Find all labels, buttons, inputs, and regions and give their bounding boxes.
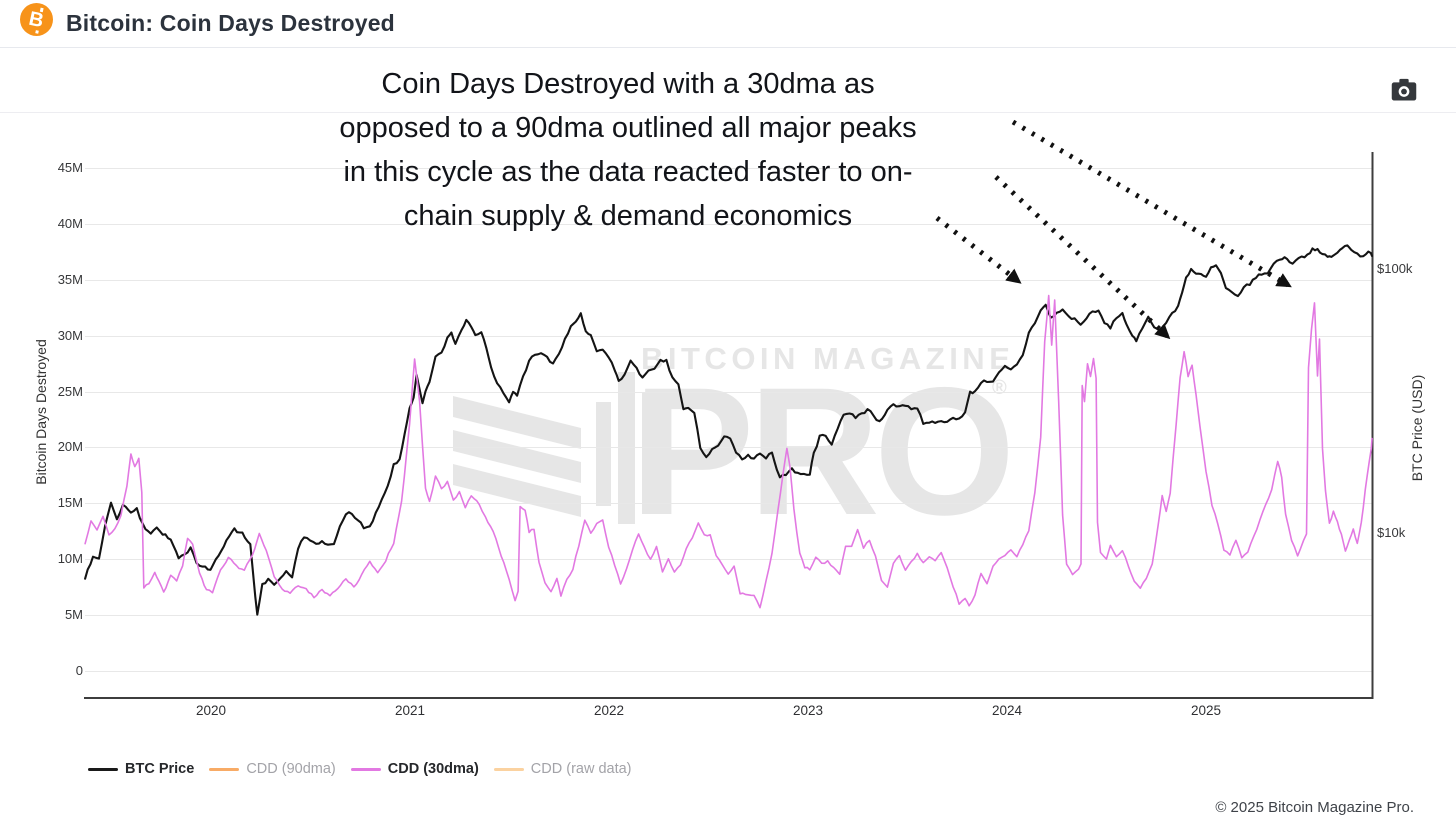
y-axis-tick-label: 35M — [57, 272, 83, 287]
chart-toolbar — [0, 48, 1456, 113]
watermark-pro-text: PRO — [633, 349, 1015, 553]
right-axis-title: BTC Price (USD) — [1409, 374, 1425, 482]
legend-item-cdd-90dma[interactable]: CDD (90dma) — [209, 761, 336, 777]
legend-dash-cdd-90dma — [209, 767, 240, 771]
x-axis-tick-label: 2020 — [195, 703, 227, 718]
y-axis-tick-label: 10M — [57, 551, 83, 566]
watermark-registered-mark: ® — [992, 377, 1007, 399]
annotation-line: chain supply & demand economics — [403, 200, 853, 232]
page-title: Bitcoin: Coin Days Destroyed — [66, 10, 395, 36]
annotation-line: opposed to a 90dma outlined all major pe… — [339, 112, 917, 144]
price-axis-tick-label: $100k — [1377, 261, 1413, 276]
watermark-logo-bar — [642, 392, 657, 514]
x-axis-tick-label: 2023 — [792, 703, 824, 718]
x-axis-tick-label: 2024 — [991, 703, 1023, 718]
annotation-arrow — [1011, 119, 1292, 288]
legend-item-btc-price[interactable]: BTC Price — [88, 761, 194, 777]
legend-label: CDD (90dma) — [246, 761, 336, 777]
y-axis-tick-label: 30M — [57, 328, 83, 343]
legend-label: CDD (raw data) — [530, 761, 632, 777]
cdd-30dma-line — [84, 294, 1373, 609]
btc-price-line — [84, 244, 1374, 616]
camera-glyph — [1391, 78, 1417, 100]
camera-icon[interactable] — [1389, 77, 1419, 105]
x-axis-tick-label: 2025 — [1190, 703, 1222, 718]
y-axis-tick-label: 0 — [75, 663, 83, 678]
x-axis-tick-label: 2022 — [593, 703, 625, 718]
legend-dash-cdd-raw — [493, 767, 524, 771]
y-axis-tick-label: 5M — [64, 607, 83, 622]
y-axis-tick-label: 15M — [57, 495, 83, 510]
watermark-logo-bar — [596, 402, 611, 506]
chart-legend: BTC Price CDD (90dma) CDD (30dma) CDD (r… — [88, 761, 632, 777]
legend-dash-btc-price — [88, 767, 118, 771]
x-axis-tick-label: 2021 — [394, 703, 426, 718]
price-axis-tick-label: $10k — [1377, 525, 1406, 540]
legend-dash-cdd-30dma — [350, 767, 381, 771]
annotation-arrow — [994, 175, 1171, 340]
annotation-line: in this cycle as the data reacted faster… — [343, 156, 913, 188]
annotation-arrow — [935, 216, 1022, 284]
legend-item-cdd-raw[interactable]: CDD (raw data) — [493, 761, 632, 777]
legend-label: CDD (30dma) — [387, 761, 479, 777]
page-header — [0, 0, 1456, 48]
bitcoin-icon: B — [20, 3, 53, 36]
legend-item-cdd-30dma[interactable]: CDD (30dma) — [350, 761, 479, 777]
y-axis-tick-label: 45M — [57, 160, 83, 175]
y-axis-tick-label: 20M — [57, 439, 83, 454]
y-axis-tick-label: 40M — [57, 216, 83, 231]
legend-label: BTC Price — [125, 761, 195, 777]
y-axis-tick-label: 25M — [57, 384, 83, 399]
copyright-text: © 2025 Bitcoin Magazine Pro. — [1215, 799, 1414, 816]
left-axis-title: Bitcoin Days Destroyed — [33, 339, 49, 485]
annotation-line: Coin Days Destroyed with a 30dma as — [381, 68, 875, 100]
watermark-brand-text: BITCOIN MAGAZINE — [641, 341, 1015, 376]
chart-annotation-text: Coin Days Destroyed with a 30dma as oppo… — [339, 62, 916, 238]
